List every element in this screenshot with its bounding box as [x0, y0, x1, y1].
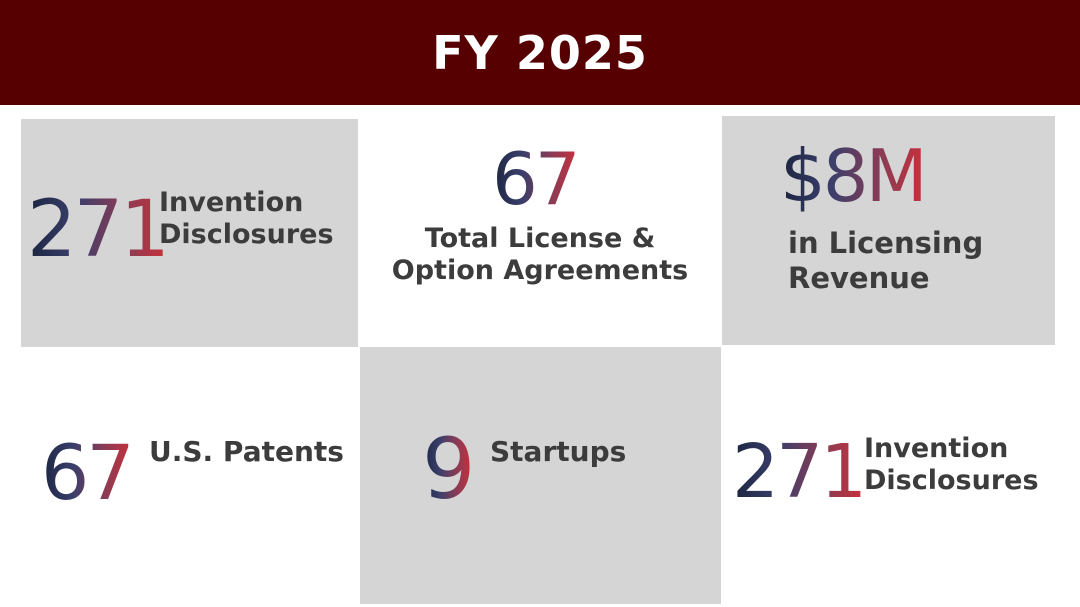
stat-tile-us-patents: 67 U.S. Patents [21, 347, 358, 605]
stat-label: Startups [490, 435, 627, 468]
stat-tile-licensing-revenue: $8M in Licensing Revenue [722, 116, 1055, 345]
stat-label: U.S. Patents [149, 435, 344, 468]
stat-label: Total License & Option Agreements [391, 223, 689, 287]
stat-label: in Licensing Revenue [788, 226, 984, 295]
stat-tile-license-agreements: 67 Total License & Option Agreements [358, 105, 722, 347]
stat-tile-invention-disclosures-2: 271 Invention Disclosures [722, 347, 1080, 605]
stat-value: $8M [780, 134, 928, 218]
stat-label: Invention Disclosures [159, 187, 334, 251]
stat-value: 67 [492, 137, 581, 221]
header-banner: FY 2025 [0, 0, 1080, 105]
stat-value: 9 [422, 420, 475, 518]
stat-label: Invention Disclosures [864, 433, 1039, 497]
stat-tile-invention-disclosures: 271 Invention Disclosures [21, 119, 358, 347]
stat-value: 271 [27, 185, 170, 275]
stat-value: 67 [41, 428, 135, 517]
stat-tile-startups: 9 Startups [360, 347, 721, 604]
page-title: FY 2025 [432, 25, 648, 80]
stat-value: 271 [732, 429, 867, 515]
